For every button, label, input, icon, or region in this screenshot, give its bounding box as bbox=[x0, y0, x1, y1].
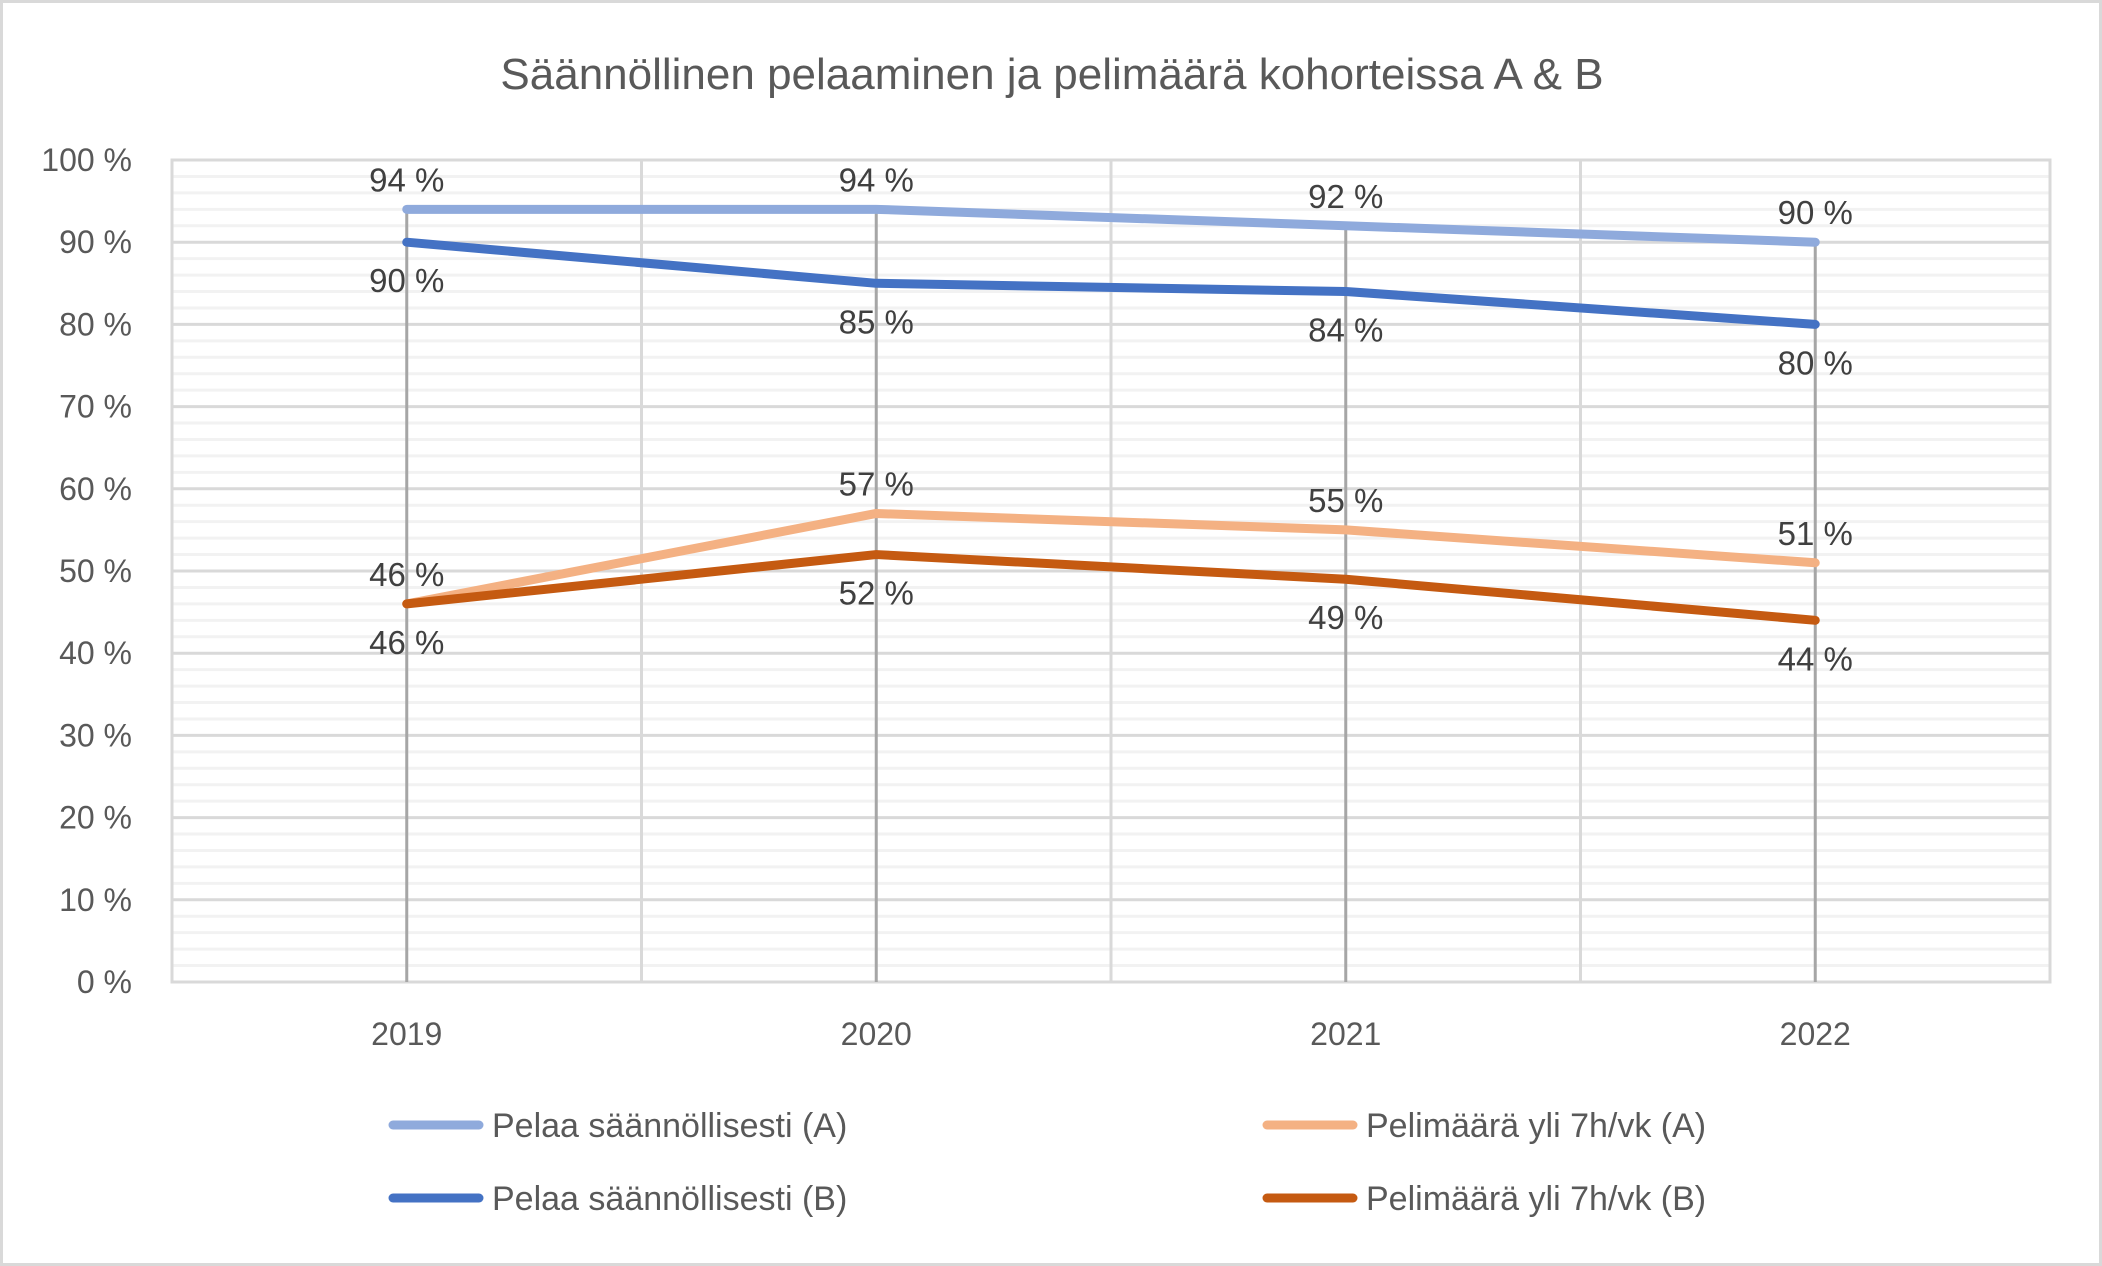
legend-label: Pelaa säännöllisesti (B) bbox=[492, 1180, 847, 1218]
data-label: 57 % bbox=[839, 465, 914, 502]
data-label: 94 % bbox=[369, 161, 444, 198]
y-tick-label: 50 % bbox=[59, 553, 132, 589]
data-label: 92 % bbox=[1308, 178, 1383, 215]
y-tick-label: 30 % bbox=[59, 717, 132, 753]
data-label: 90 % bbox=[369, 262, 444, 299]
drop-lines bbox=[405, 209, 1817, 982]
plot-area-border bbox=[170, 158, 2052, 984]
x-tick-label: 2021 bbox=[1310, 1016, 1381, 1052]
y-tick-label: 100 % bbox=[41, 142, 132, 178]
chart-title: Säännöllinen pelaaminen ja pelimäärä koh… bbox=[500, 50, 1603, 99]
data-label: 46 % bbox=[369, 624, 444, 661]
legend: Pelaa säännöllisesti (A) Pelimäärä yli 7h… bbox=[388, 1107, 1706, 1218]
y-tick-label: 70 % bbox=[59, 389, 132, 425]
data-label: 94 % bbox=[839, 161, 914, 198]
series-line-3 bbox=[402, 508, 1820, 609]
y-tick-label: 10 % bbox=[59, 882, 132, 918]
data-label: 80 % bbox=[1778, 344, 1853, 381]
y-tick-label: 20 % bbox=[59, 800, 132, 836]
y-tick-label: 60 % bbox=[59, 471, 132, 507]
y-tick-label: 40 % bbox=[59, 635, 132, 671]
x-axis-tick-labels: 2019 2020 2021 2022 bbox=[371, 1016, 1851, 1052]
series-line-1 bbox=[402, 204, 1820, 247]
data-label: 90 % bbox=[1778, 194, 1853, 231]
series-line-2 bbox=[402, 237, 1820, 329]
legend-item: Pelimäärä yli 7h/vk (A) bbox=[1262, 1107, 1706, 1145]
data-label: 84 % bbox=[1308, 312, 1383, 349]
x-tick-label: 2020 bbox=[841, 1016, 912, 1052]
data-labels: 94 % 94 % 92 % 90 % 90 % 85 % 84 % 80 % 46 % 57 %… bbox=[369, 161, 1853, 677]
data-label: 85 % bbox=[839, 303, 914, 340]
series-line-4 bbox=[402, 550, 1820, 625]
legend-item: Pelaa säännöllisesti (B) bbox=[388, 1180, 847, 1218]
y-tick-label: 0 % bbox=[77, 964, 132, 1000]
legend-label: Pelimäärä yli 7h/vk (A) bbox=[1366, 1107, 1706, 1145]
y-axis-tick-labels: 0 % 10 % 20 % 30 % 40 % 50 % 60 % 70 % 80 % 90 % 1… bbox=[41, 142, 132, 1000]
y-tick-label: 90 % bbox=[59, 224, 132, 260]
data-label: 55 % bbox=[1308, 482, 1383, 519]
data-label: 49 % bbox=[1308, 599, 1383, 636]
y-tick-label: 80 % bbox=[59, 306, 132, 342]
legend-label: Pelaa säännöllisesti (A) bbox=[492, 1107, 847, 1145]
data-label: 51 % bbox=[1778, 515, 1853, 552]
x-tick-label: 2019 bbox=[371, 1016, 442, 1052]
legend-item: Pelimäärä yli 7h/vk (B) bbox=[1262, 1180, 1706, 1218]
series-lines bbox=[402, 204, 1820, 625]
data-label: 44 % bbox=[1778, 640, 1853, 677]
data-label: 46 % bbox=[369, 556, 444, 593]
x-tick-label: 2022 bbox=[1780, 1016, 1851, 1052]
data-label: 52 % bbox=[839, 575, 914, 612]
legend-label: Pelimäärä yli 7h/vk (B) bbox=[1366, 1180, 1706, 1218]
legend-item: Pelaa säännöllisesti (A) bbox=[388, 1107, 847, 1145]
